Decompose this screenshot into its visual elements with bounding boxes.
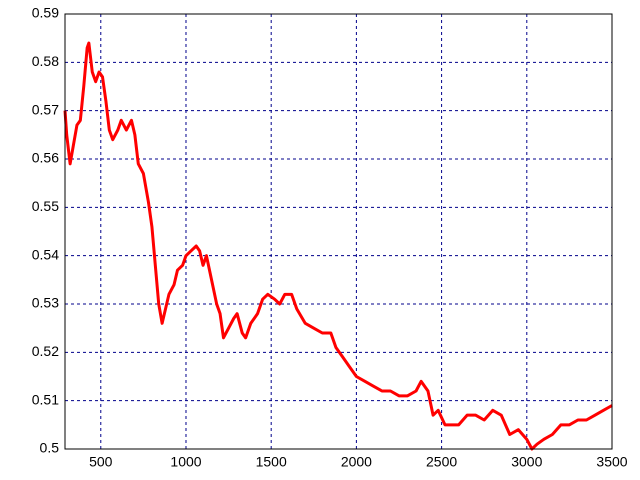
y-tick-label: 0.52 bbox=[32, 343, 59, 359]
plot-frame bbox=[64, 13, 613, 450]
y-tick-label: 0.56 bbox=[32, 150, 59, 166]
y-tick-label: 0.54 bbox=[32, 246, 59, 262]
x-tick-label: 1000 bbox=[170, 454, 201, 470]
x-tick-label: 500 bbox=[89, 454, 113, 470]
x-tick-label: 3000 bbox=[511, 454, 542, 470]
y-tick-label: 0.58 bbox=[32, 53, 59, 69]
plot-area bbox=[64, 13, 613, 450]
y-tick-label: 0.55 bbox=[32, 198, 59, 214]
y-tick-label: 0.59 bbox=[32, 5, 59, 21]
y-tick-label: 0.5 bbox=[40, 440, 60, 456]
y-tick-label: 0.51 bbox=[32, 391, 59, 407]
y-tick-label: 0.57 bbox=[32, 101, 59, 117]
line bbox=[63, 41, 613, 451]
y-tick-label: 0.53 bbox=[32, 295, 59, 311]
x-tick-label: 2000 bbox=[341, 454, 372, 470]
x-tick-label: 1500 bbox=[256, 454, 287, 470]
x-tick-label: 3500 bbox=[596, 454, 627, 470]
x-tick-label: 2500 bbox=[426, 454, 457, 470]
